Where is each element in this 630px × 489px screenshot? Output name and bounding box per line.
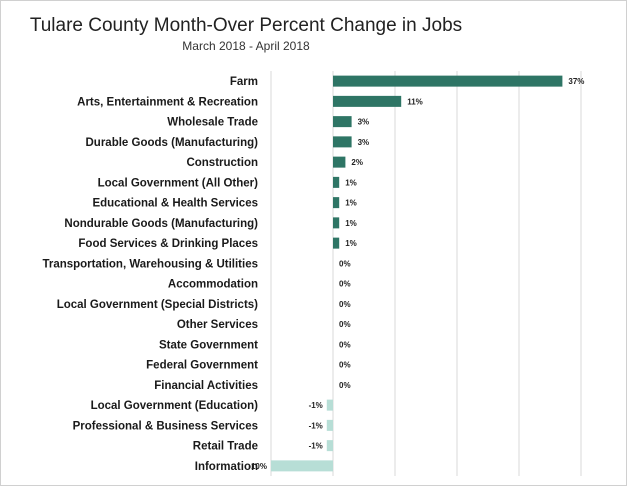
value-label: 11% bbox=[407, 97, 423, 106]
value-label: 0% bbox=[339, 320, 351, 329]
category-label: Retail Trade bbox=[193, 441, 258, 453]
bar bbox=[333, 217, 340, 229]
value-label: -1% bbox=[309, 401, 323, 410]
category-label: Construction bbox=[186, 157, 258, 169]
category-label: Local Government (Special Districts) bbox=[57, 299, 258, 311]
value-label: 3% bbox=[358, 118, 370, 127]
value-label: 1% bbox=[345, 178, 357, 187]
value-label: 0% bbox=[339, 361, 351, 370]
value-label: 0% bbox=[339, 280, 351, 289]
bar bbox=[333, 116, 352, 128]
chart-title: Tulare County Month-Over Percent Change … bbox=[29, 15, 463, 36]
value-label: -1% bbox=[309, 421, 323, 430]
category-label: Local Government (Education) bbox=[91, 400, 259, 412]
category-label: Food Services & Drinking Places bbox=[78, 238, 258, 250]
category-label: State Government bbox=[159, 339, 258, 351]
category-label: Durable Goods (Manufacturing) bbox=[86, 137, 259, 149]
bar bbox=[326, 440, 333, 452]
category-label: Local Government (All Other) bbox=[98, 177, 259, 189]
bar bbox=[271, 460, 333, 472]
category-label: Professional & Business Services bbox=[73, 420, 258, 432]
value-label: 1% bbox=[345, 199, 357, 208]
category-label: Arts, Entertainment & Recreation bbox=[77, 96, 258, 108]
bar bbox=[333, 95, 402, 107]
category-label: Financial Activities bbox=[154, 380, 258, 392]
bar bbox=[333, 237, 340, 249]
value-label: 3% bbox=[358, 138, 370, 147]
value-label: 1% bbox=[345, 239, 357, 248]
chart-subtitle: March 2018 - April 2018 bbox=[182, 39, 310, 53]
category-label: Information bbox=[195, 461, 258, 473]
value-label: -10% bbox=[248, 462, 267, 471]
category-label: Nondurable Goods (Manufacturing) bbox=[64, 218, 258, 230]
category-label: Wholesale Trade bbox=[167, 117, 258, 129]
bar bbox=[333, 176, 340, 188]
bar bbox=[333, 75, 563, 87]
value-label: -1% bbox=[309, 442, 323, 451]
value-label: 2% bbox=[351, 158, 363, 167]
category-label: Transportation, Warehousing & Utilities bbox=[42, 258, 258, 270]
category-label: Other Services bbox=[177, 319, 258, 331]
category-label: Educational & Health Services bbox=[92, 198, 258, 210]
category-label: Accommodation bbox=[168, 279, 258, 291]
category-label: Farm bbox=[230, 76, 258, 88]
bar bbox=[326, 399, 333, 411]
value-label: 0% bbox=[339, 300, 351, 309]
value-label: 1% bbox=[345, 219, 357, 228]
value-label: 37% bbox=[568, 77, 584, 86]
bar bbox=[333, 156, 346, 168]
value-label: 0% bbox=[339, 259, 351, 268]
bar bbox=[333, 136, 352, 148]
value-label: 0% bbox=[339, 381, 351, 390]
bar bbox=[333, 197, 340, 209]
value-label: 0% bbox=[339, 340, 351, 349]
category-label: Federal Government bbox=[146, 360, 258, 372]
bar bbox=[326, 419, 333, 431]
